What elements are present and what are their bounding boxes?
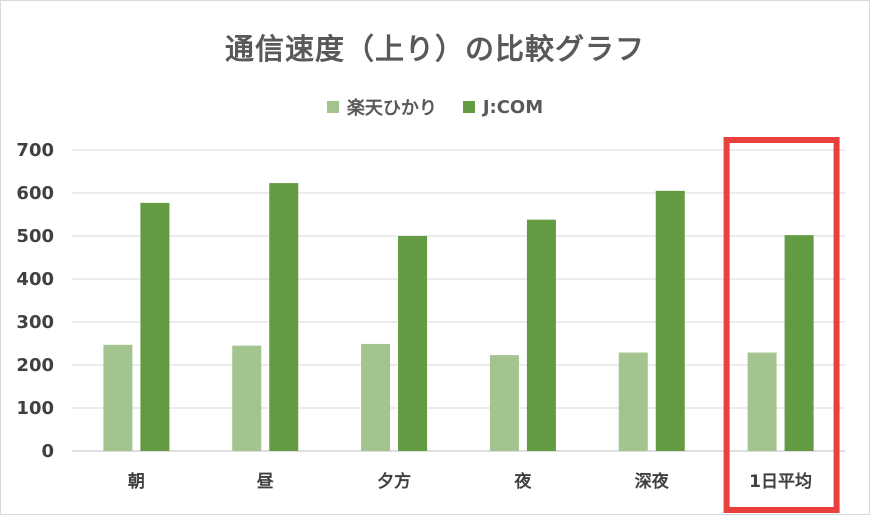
- x-category-label: 深夜: [635, 471, 670, 492]
- bar-jcom: [398, 236, 428, 451]
- y-tick-label: 300: [16, 312, 54, 333]
- x-category-label: 朝: [128, 471, 145, 492]
- x-category-label: 夕方: [377, 471, 411, 492]
- y-tick-label: 500: [16, 226, 54, 247]
- bar-rakuten: [747, 352, 777, 451]
- bar-jcom: [269, 183, 299, 452]
- y-tick-label: 100: [16, 398, 54, 419]
- bar-rakuten: [361, 343, 391, 451]
- bar-jcom: [655, 190, 685, 451]
- bar-rakuten: [618, 352, 648, 451]
- y-tick-label: 0: [41, 441, 54, 462]
- y-tick-label: 700: [16, 140, 54, 161]
- legend-label-rakuten: 楽天ひかり: [346, 98, 437, 119]
- bar-rakuten: [232, 345, 262, 451]
- legend-swatch-rakuten: [326, 101, 339, 113]
- x-category-label: 昼: [257, 472, 274, 492]
- legend-item-rakuten: 楽天ひかり: [326, 94, 437, 120]
- legend-item-jcom: J:COM: [462, 94, 544, 120]
- bar-rakuten: [489, 355, 519, 451]
- highlight-box: [723, 137, 840, 513]
- y-tick-label: 200: [16, 355, 54, 376]
- y-tick-label: 600: [16, 183, 54, 204]
- chart-legend: 楽天ひかり J:COM: [0, 94, 870, 120]
- legend-label-jcom: J:COM: [482, 96, 544, 118]
- bar-rakuten: [103, 344, 133, 451]
- bar-jcom: [140, 202, 170, 451]
- x-category-label: 夜: [513, 471, 532, 492]
- bar-jcom: [526, 219, 556, 451]
- bar-jcom: [784, 235, 814, 451]
- y-tick-label: 400: [16, 269, 54, 290]
- legend-swatch-jcom: [462, 101, 475, 113]
- x-category-label: 1日平均: [749, 471, 812, 492]
- chart-title: 通信速度（上り）の比較グラフ: [224, 32, 645, 66]
